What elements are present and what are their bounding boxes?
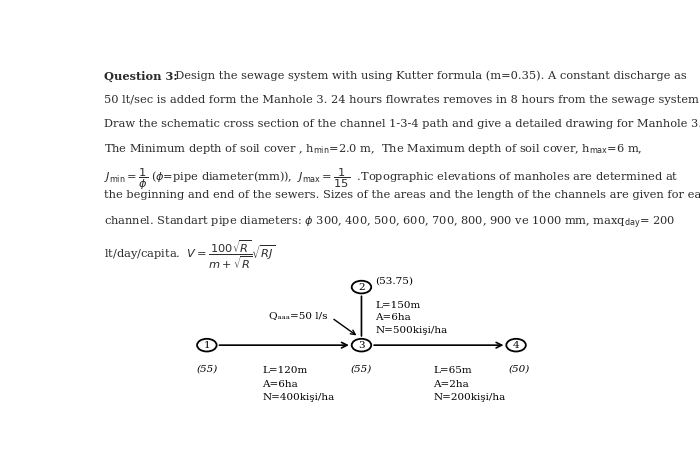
Text: Qₐₐₐ=50 l/s: Qₐₐₐ=50 l/s: [270, 311, 328, 320]
Text: L=120m: L=120m: [262, 366, 308, 375]
Text: 2: 2: [358, 282, 365, 292]
Text: (55): (55): [196, 365, 218, 373]
Text: Draw the schematic cross section of the channel 1-3-4 path and give a detailed d: Draw the schematic cross section of the …: [104, 118, 700, 128]
Text: (50): (50): [508, 365, 529, 373]
Circle shape: [351, 339, 371, 351]
Text: (55): (55): [351, 365, 372, 373]
Text: A=2ha: A=2ha: [433, 380, 469, 388]
Text: The Minimum depth of soil cover , h$_{\rm min}$=2.0 m,  The Maximum depth of soi: The Minimum depth of soil cover , h$_{\r…: [104, 143, 642, 156]
Text: Question 3:: Question 3:: [104, 71, 177, 82]
Text: N=200kişi/ha: N=200kişi/ha: [433, 393, 505, 402]
Text: A=6ha: A=6ha: [375, 314, 411, 322]
Text: N=400kişi/ha: N=400kişi/ha: [262, 393, 335, 402]
Text: the beginning and end of the sewers. Sizes of the areas and the length of the ch: the beginning and end of the sewers. Siz…: [104, 190, 700, 200]
Circle shape: [351, 281, 371, 293]
Text: lt/day/capita.  $V = \dfrac{100\sqrt{R}}{m+\sqrt{R}}\sqrt{RJ}$: lt/day/capita. $V = \dfrac{100\sqrt{R}}{…: [104, 238, 275, 271]
Circle shape: [197, 339, 216, 351]
Text: $J_{\rm min} = \dfrac{1}{\phi}$ ($\phi$=pipe diameter(mm)),  $J_{\rm max} = \dfr: $J_{\rm min} = \dfrac{1}{\phi}$ ($\phi$=…: [104, 166, 678, 192]
Text: (53.75): (53.75): [375, 276, 413, 285]
Text: N=500kişi/ha: N=500kişi/ha: [375, 326, 447, 335]
Text: A=6ha: A=6ha: [262, 380, 298, 388]
Text: 4: 4: [513, 340, 519, 350]
Text: 3: 3: [358, 340, 365, 350]
Text: L=150m: L=150m: [375, 301, 420, 310]
Text: 1: 1: [204, 340, 210, 350]
Text: Design the sewage system with using Kutter formula (m=0.35). A constant discharg: Design the sewage system with using Kutt…: [168, 71, 687, 81]
Text: L=65m: L=65m: [433, 366, 472, 375]
Text: channel. Standart pipe diameters: $\phi$ 300, 400, 500, 600, 700, 800, 900 ve 10: channel. Standart pipe diameters: $\phi$…: [104, 214, 675, 231]
Circle shape: [506, 339, 526, 351]
Text: 50 lt/sec is added form the Manhole 3. 24 hours flowrates removes in 8 hours fro: 50 lt/sec is added form the Manhole 3. 2…: [104, 95, 700, 105]
